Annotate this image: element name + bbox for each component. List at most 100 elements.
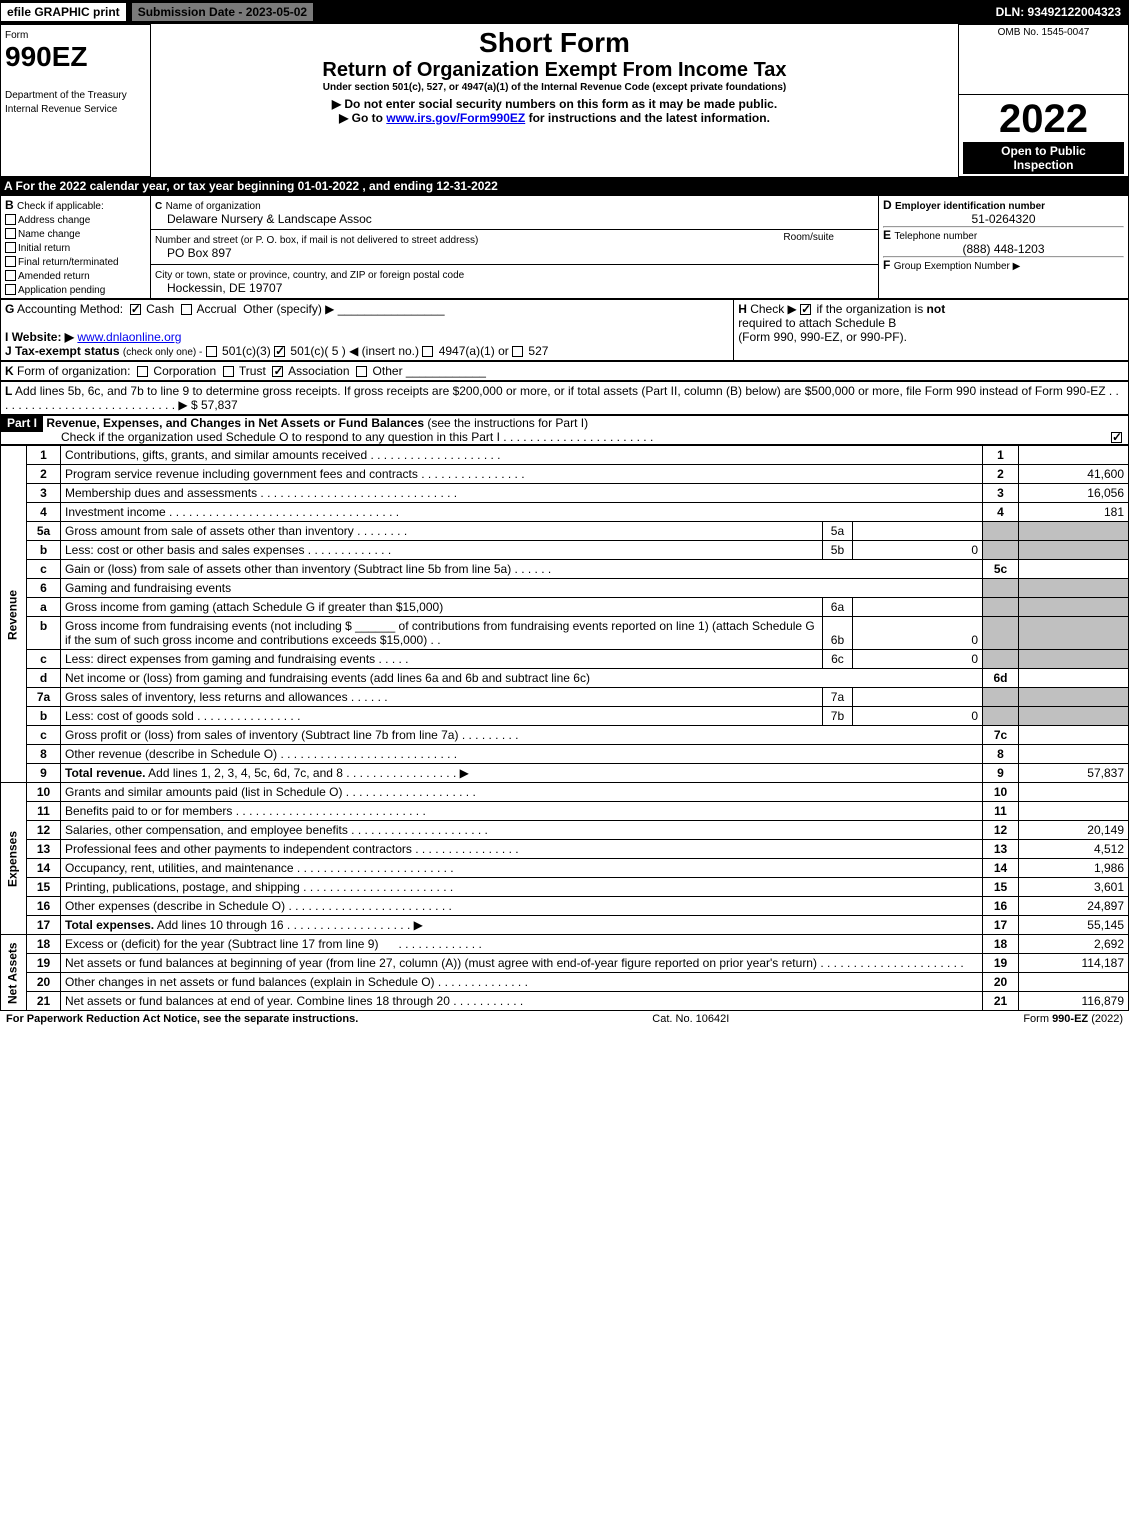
footer-form-bold: 990-EZ bbox=[1052, 1013, 1088, 1025]
opt-501c: 501(c)( 5 ) ◀ (insert no.) bbox=[290, 344, 419, 358]
irs-link[interactable]: www.irs.gov/Form990EZ bbox=[386, 111, 525, 125]
line-17-value: 55,145 bbox=[1019, 916, 1129, 935]
checkbox-4947[interactable] bbox=[422, 346, 433, 357]
g-h-table: G Accounting Method: Cash Accrual Other … bbox=[0, 299, 1129, 361]
line-6d-ref: 6d bbox=[983, 669, 1019, 688]
line-20-text: Other changes in net assets or fund bala… bbox=[65, 975, 435, 989]
revenue-section-label: Revenue bbox=[1, 446, 27, 783]
opt-501c3: 501(c)(3) bbox=[222, 344, 271, 358]
checkbox-name-change[interactable]: Name change bbox=[5, 226, 146, 240]
section-c-label: C bbox=[155, 201, 162, 212]
line-18-text: Excess or (deficit) for the year (Subtra… bbox=[65, 937, 378, 951]
checkbox-other-org[interactable] bbox=[356, 366, 367, 377]
line-8-num: 8 bbox=[27, 745, 61, 764]
footer-form-post: (2022) bbox=[1088, 1013, 1123, 1025]
line-3-text: Membership dues and assessments bbox=[65, 486, 257, 500]
line-5c-num: c bbox=[27, 560, 61, 579]
checkbox-initial-return[interactable]: Initial return bbox=[5, 240, 146, 254]
line-6c-ref-shaded bbox=[983, 650, 1019, 669]
line-16-text: Other expenses (describe in Schedule O) bbox=[65, 899, 285, 913]
checkbox-application-pending[interactable]: Application pending bbox=[5, 282, 146, 296]
checkbox-527[interactable] bbox=[512, 346, 523, 357]
line-21-num: 21 bbox=[27, 992, 61, 1011]
footer-cat-no: Cat. No. 10642I bbox=[652, 1013, 729, 1025]
line-2-text: Program service revenue including govern… bbox=[65, 467, 418, 481]
line-13-ref: 13 bbox=[983, 840, 1019, 859]
checkbox-501c3[interactable] bbox=[206, 346, 217, 357]
opt-final-return: Final return/terminated bbox=[18, 257, 119, 268]
line-7a-mid-value bbox=[852, 688, 982, 707]
checkbox-address-change[interactable]: Address change bbox=[5, 212, 146, 226]
short-form-title: Short Form bbox=[155, 27, 954, 59]
line-1-ref: 1 bbox=[983, 446, 1019, 465]
line-10-value bbox=[1019, 783, 1129, 802]
line-16-ref: 16 bbox=[983, 897, 1019, 916]
section-l-label: L bbox=[5, 384, 12, 398]
line-9-ref: 9 bbox=[983, 764, 1019, 783]
main-title: Return of Organization Exempt From Incom… bbox=[155, 59, 954, 82]
checkbox-final-return[interactable]: Final return/terminated bbox=[5, 254, 146, 268]
dept-label: Department of the Treasury Internal Reve… bbox=[5, 90, 127, 115]
org-name: Delaware Nursery & Landscape Assoc bbox=[155, 212, 372, 226]
line-18-value: 2,692 bbox=[1019, 935, 1129, 954]
line-6-value-shaded bbox=[1019, 579, 1129, 598]
checkbox-cash[interactable] bbox=[130, 304, 141, 315]
line-8-text: Other revenue (describe in Schedule O) bbox=[65, 747, 277, 761]
line-5b-ref-shaded bbox=[983, 541, 1019, 560]
telephone-value: (888) 448-1203 bbox=[883, 242, 1124, 256]
opt-initial-return: Initial return bbox=[18, 243, 70, 254]
h-text2: if the organization is bbox=[816, 302, 923, 316]
line-5a-text: Gross amount from sale of assets other t… bbox=[65, 524, 354, 538]
part-1-title: Revenue, Expenses, and Changes in Net As… bbox=[46, 416, 424, 430]
line-6a-num: a bbox=[27, 598, 61, 617]
line-21-ref: 21 bbox=[983, 992, 1019, 1011]
line-5c-text: Gain or (loss) from sale of assets other… bbox=[65, 562, 511, 576]
checkbox-accrual[interactable] bbox=[181, 304, 192, 315]
line-1-value bbox=[1019, 446, 1129, 465]
checkbox-501c[interactable] bbox=[274, 346, 285, 357]
subtitle: Under section 501(c), 527, or 4947(a)(1)… bbox=[155, 82, 954, 93]
checkbox-schedule-b-not-required[interactable] bbox=[800, 304, 811, 315]
footer-right: Form 990-EZ (2022) bbox=[1023, 1013, 1123, 1025]
line-12-num: 12 bbox=[27, 821, 61, 840]
opt-amended-return: Amended return bbox=[18, 271, 90, 282]
opt-application-pending: Application pending bbox=[18, 285, 105, 296]
line-11-num: 11 bbox=[27, 802, 61, 821]
line-19-ref: 19 bbox=[983, 954, 1019, 973]
checkbox-schedule-o-used[interactable] bbox=[1111, 432, 1122, 443]
line-7b-text: Less: cost of goods sold bbox=[65, 709, 194, 723]
line-6a-ref-shaded bbox=[983, 598, 1019, 617]
section-l-arrow: ▶ $ bbox=[178, 398, 197, 412]
line-21-value: 116,879 bbox=[1019, 992, 1129, 1011]
line-8-value bbox=[1019, 745, 1129, 764]
line-9-value: 57,837 bbox=[1019, 764, 1129, 783]
section-d-label: D bbox=[883, 198, 892, 212]
line-13-num: 13 bbox=[27, 840, 61, 859]
website-link[interactable]: www.dnlaonline.org bbox=[77, 330, 181, 344]
line-6b-num: b bbox=[27, 617, 61, 650]
line-15-ref: 15 bbox=[983, 878, 1019, 897]
line-17-num: 17 bbox=[27, 916, 61, 935]
line-6d-num: d bbox=[27, 669, 61, 688]
dln-label: DLN: 93492122004323 bbox=[996, 5, 1129, 19]
part-1-header-row: Part I Revenue, Expenses, and Changes in… bbox=[0, 415, 1129, 445]
line-7a-text: Gross sales of inventory, less returns a… bbox=[65, 690, 348, 704]
line-16-value: 24,897 bbox=[1019, 897, 1129, 916]
section-g-label: G bbox=[5, 302, 14, 316]
section-f-label: F bbox=[883, 258, 890, 272]
section-e-label: E bbox=[883, 228, 891, 242]
line-10-num: 10 bbox=[27, 783, 61, 802]
section-h-label: H bbox=[738, 302, 747, 316]
line-5b-mid-value: 0 bbox=[852, 541, 982, 560]
name-of-org-label: Name of organization bbox=[166, 201, 261, 212]
line-5b-value-shaded bbox=[1019, 541, 1129, 560]
checkbox-corporation[interactable] bbox=[137, 366, 148, 377]
gross-receipts-value: 57,837 bbox=[201, 398, 238, 412]
line-19-value: 114,187 bbox=[1019, 954, 1129, 973]
line-20-value bbox=[1019, 973, 1129, 992]
checkbox-amended-return[interactable]: Amended return bbox=[5, 268, 146, 282]
checkbox-trust[interactable] bbox=[223, 366, 234, 377]
expenses-section-label: Expenses bbox=[1, 783, 27, 935]
checkbox-association[interactable] bbox=[272, 366, 283, 377]
line-5a-ref-shaded bbox=[983, 522, 1019, 541]
